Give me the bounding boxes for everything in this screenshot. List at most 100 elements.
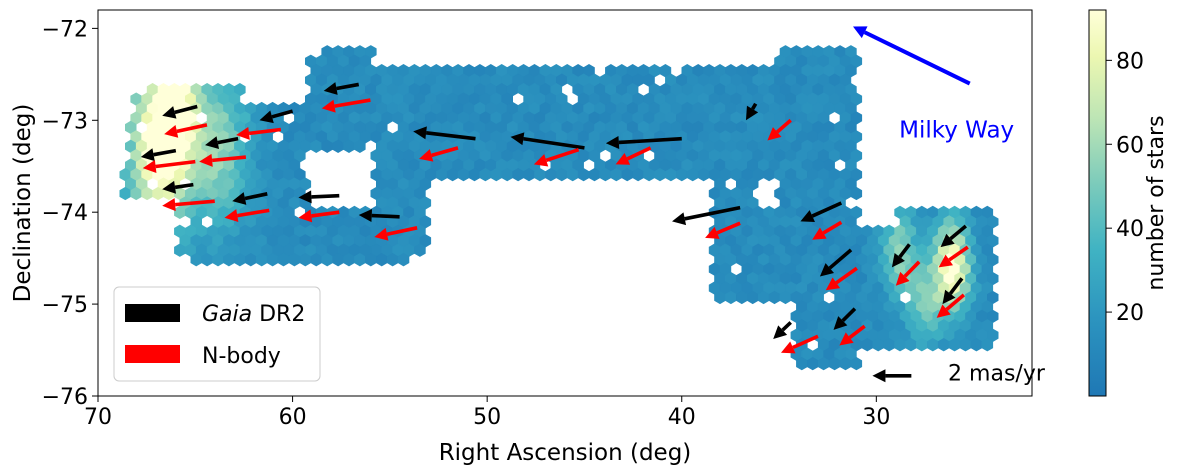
- gaia-arrow: [323, 82, 360, 95]
- nbody-arrow-head: [705, 226, 720, 239]
- gaia-arrow-shaft: [244, 192, 268, 201]
- gaia-arrow-head: [773, 325, 788, 340]
- nbody-arrow-head: [936, 304, 951, 318]
- hex-bin: [850, 356, 863, 371]
- nbody-arrow: [298, 209, 340, 223]
- nbody-arrow: [164, 123, 208, 138]
- nbody-arrow: [780, 334, 819, 354]
- hex-bin: [234, 253, 246, 267]
- gaia-arrow-shaft: [898, 243, 911, 259]
- milky-way-arrow-head: [852, 26, 868, 39]
- nbody-arrow-shaft: [237, 208, 270, 218]
- hex-bin: [321, 253, 333, 267]
- gaia-arrow: [298, 190, 340, 204]
- nbody-arrow-head: [374, 227, 389, 241]
- hex-bin: [588, 167, 601, 182]
- nbody-arrow-shaft: [545, 147, 580, 163]
- nbody-arrow: [162, 198, 215, 212]
- nbody-arrow-shaft: [716, 221, 741, 235]
- y-tick-label: −76: [42, 385, 88, 410]
- scale-arrow: [872, 369, 912, 383]
- hex-bin: [212, 253, 224, 267]
- gaia-arrow-head: [205, 136, 220, 149]
- nbody-arrow: [615, 146, 652, 165]
- gaia-arrow: [833, 307, 857, 330]
- gaia-arrow-shaft: [217, 136, 239, 145]
- gaia-arrow-shaft: [153, 148, 177, 157]
- hex-bin: [201, 253, 213, 267]
- gaia-arrow-head: [162, 180, 177, 194]
- nbody-arrow-head: [825, 277, 841, 291]
- nbody-arrow-head: [767, 127, 782, 141]
- nbody-arrow-shaft: [176, 123, 208, 134]
- nbody-arrow-shaft: [948, 245, 969, 262]
- nbody-arrow-head: [224, 209, 239, 223]
- nbody-arrow-shaft: [211, 155, 247, 163]
- x-tick-label: 70: [84, 405, 112, 430]
- y-tick-label: −73: [42, 109, 88, 134]
- hex-bin: [746, 290, 759, 305]
- gaia-arrow: [140, 148, 177, 162]
- x-axis-label: Right Ascension (deg): [439, 440, 692, 466]
- legend-label-nbody: N-body: [202, 344, 281, 369]
- gaia-arrow-head: [942, 289, 956, 305]
- x-tick-label: 40: [668, 405, 696, 430]
- gaia-arrow-head: [510, 132, 525, 146]
- nbody-arrow-shaft: [903, 260, 921, 278]
- hex-bin: [779, 290, 792, 305]
- hex-bin: [266, 253, 279, 267]
- colorbar-tick-label: 60: [1116, 133, 1144, 158]
- colorbar-label: number of stars: [1144, 115, 1169, 290]
- nbody-arrow: [825, 266, 858, 291]
- hex-bin: [354, 139, 366, 153]
- hex-bin: [223, 253, 235, 267]
- hex-bin: [850, 186, 863, 201]
- legend: Gaia DR2 N-body: [113, 286, 321, 382]
- nbody-arrow-head: [533, 154, 549, 167]
- legend-label-nbody-rest: N-body: [202, 344, 281, 369]
- nbody-arrow-shaft: [792, 334, 819, 350]
- nbody-arrow-shaft: [945, 293, 966, 311]
- gaia-arrow: [942, 277, 964, 305]
- nbody-arrow-shaft: [431, 146, 459, 158]
- nbody-arrow: [224, 208, 270, 223]
- colorbar-gradient: [1088, 9, 1107, 397]
- gaia-arrow-shaft: [949, 224, 967, 241]
- nbody-arrow: [938, 245, 969, 268]
- hex-bin: [386, 253, 399, 267]
- hex-bin: [735, 290, 748, 305]
- gaia-arrow: [232, 192, 268, 205]
- plot-frame: [97, 9, 1033, 397]
- hex-bin: [343, 253, 355, 267]
- gaia-arrow: [773, 321, 792, 340]
- hex-bin: [981, 338, 994, 352]
- gaia-arrow-shaft: [948, 277, 964, 295]
- hex-bin: [255, 253, 268, 267]
- gaia-arrow-shaft: [174, 104, 198, 115]
- colorbar-tick-label: 40: [1116, 217, 1144, 242]
- gaia-arrow: [510, 132, 585, 150]
- nbody-arrow-shaft: [386, 226, 418, 237]
- hex-bin: [354, 253, 366, 267]
- gaia-arrow-head: [891, 253, 905, 268]
- nbody-arrow-head: [236, 126, 250, 140]
- gaia-arrow-shaft: [828, 248, 853, 270]
- gaia-arrow-shaft: [174, 182, 194, 190]
- nbody-arrow-head: [615, 152, 631, 165]
- nbody-arrow-head: [780, 341, 796, 354]
- nbody-arrow-shaft: [334, 98, 371, 108]
- x-tick-label: 30: [862, 405, 890, 430]
- nbody-arrow-shaft: [626, 146, 652, 161]
- nbody-arrow: [419, 146, 459, 162]
- nbody-arrow-shaft: [822, 220, 843, 235]
- gaia-arrow-head: [833, 316, 848, 330]
- nbody-arrow-shaft: [776, 118, 792, 134]
- gaia-arrow-shaft: [371, 213, 400, 219]
- gaia-arrow: [259, 109, 294, 124]
- gaia-arrow: [162, 180, 194, 194]
- gaia-arrow-head: [940, 233, 955, 248]
- gaia-arrow: [745, 102, 759, 121]
- hex-bin: [768, 290, 781, 305]
- hex-bin: [245, 253, 257, 267]
